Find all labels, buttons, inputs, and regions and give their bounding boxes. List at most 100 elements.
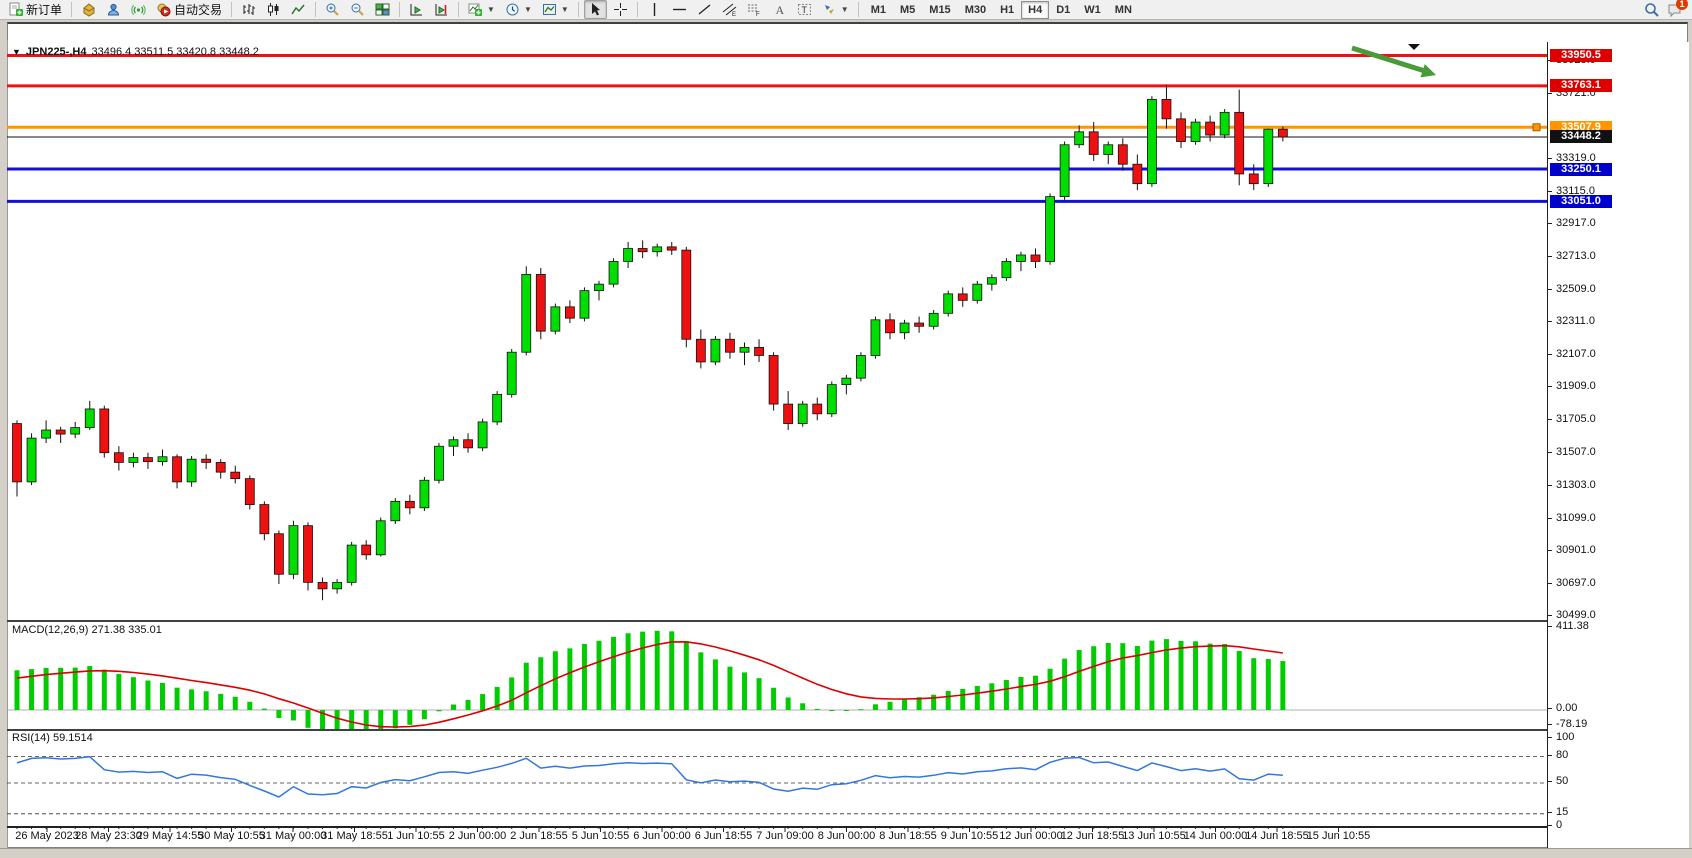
separator bbox=[71, 2, 73, 17]
macd-histogram-bar bbox=[232, 696, 238, 710]
macd-histogram-bar bbox=[581, 644, 587, 710]
candle bbox=[594, 280, 604, 301]
macd-histogram-bar bbox=[800, 703, 806, 710]
macd-histogram-bar bbox=[916, 697, 922, 710]
zoom-out-button[interactable] bbox=[346, 0, 369, 19]
candle bbox=[681, 246, 692, 348]
chat-icon[interactable]: 1 bbox=[1667, 0, 1688, 18]
rsi-axis-label: 15 bbox=[1556, 805, 1569, 818]
macd-histogram-bar bbox=[742, 672, 747, 710]
rsi-axis-label: 100 bbox=[1556, 731, 1575, 743]
macd-histogram-bar bbox=[1047, 668, 1053, 710]
date-label: 13 Jun 10:55 bbox=[1122, 830, 1186, 842]
price-tick-mark bbox=[1548, 289, 1552, 291]
price-axis-column: 33923.033721.033319.033115.032917.032713… bbox=[1547, 42, 1689, 848]
chart-shift-button[interactable] bbox=[430, 0, 453, 19]
shapes-button[interactable]: ▼ bbox=[818, 0, 853, 19]
price-tick: 30499.0 bbox=[1556, 608, 1596, 621]
search-icon[interactable] bbox=[1644, 2, 1659, 17]
macd-tick-mark bbox=[1548, 708, 1552, 709]
chevron-down-icon: ▼ bbox=[523, 5, 532, 14]
macd-tick-mark bbox=[1548, 723, 1552, 725]
candle bbox=[172, 454, 182, 489]
date-label: 5 Jun 10:55 bbox=[571, 830, 630, 842]
add-indicator-icon bbox=[468, 2, 483, 17]
macd-histogram-bar bbox=[1003, 679, 1009, 710]
profile-button[interactable] bbox=[102, 0, 125, 19]
timeframe-w1[interactable]: W1 bbox=[1084, 3, 1101, 16]
macd-histogram-bar bbox=[1193, 641, 1199, 710]
macd-histogram-bar bbox=[567, 648, 573, 710]
candle bbox=[259, 501, 270, 541]
trendline-button[interactable] bbox=[693, 0, 716, 19]
cube-button[interactable] bbox=[77, 0, 100, 19]
timeframe-h4[interactable]: H4 bbox=[1021, 0, 1050, 19]
macd-histogram-bar bbox=[1062, 658, 1068, 710]
fibonacci-button[interactable]: F bbox=[743, 0, 766, 19]
trend-arrow-annotation[interactable] bbox=[1351, 45, 1436, 78]
timeframe-m5[interactable]: M5 bbox=[900, 3, 916, 16]
candle bbox=[1074, 125, 1085, 149]
vertical-line-button[interactable] bbox=[643, 0, 666, 19]
channel-button[interactable]: E bbox=[718, 0, 741, 19]
candle bbox=[230, 465, 241, 484]
crosshair-button[interactable] bbox=[609, 0, 632, 19]
text-label-button[interactable]: T bbox=[793, 0, 816, 19]
add-indicator-button[interactable]: ▼ bbox=[464, 0, 499, 19]
timeframe-m1[interactable]: M1 bbox=[870, 3, 886, 16]
macd-histogram-bar bbox=[392, 710, 398, 729]
zoom-in-button[interactable] bbox=[321, 0, 344, 19]
tile-windows-button[interactable] bbox=[371, 0, 394, 19]
price-tick: 31303.0 bbox=[1556, 478, 1596, 491]
template-button[interactable]: ▼ bbox=[538, 0, 573, 19]
signal-button[interactable] bbox=[127, 0, 150, 19]
hline-handle[interactable] bbox=[1532, 123, 1541, 132]
auto-scroll-button[interactable] bbox=[405, 0, 428, 19]
price-badge: 33763.1 bbox=[1550, 79, 1612, 93]
chevron-down-icon: ▼ bbox=[840, 5, 849, 14]
candle bbox=[332, 579, 343, 594]
horizontal-line-button[interactable] bbox=[668, 0, 691, 19]
separator bbox=[315, 2, 317, 17]
bar-chart-button[interactable] bbox=[237, 0, 260, 19]
candlestick-chart-button[interactable] bbox=[262, 0, 285, 19]
macd-histogram-bar bbox=[130, 677, 136, 710]
macd-histogram-bar bbox=[1105, 643, 1111, 710]
macd-histogram-bar bbox=[654, 630, 660, 710]
candle bbox=[273, 530, 284, 584]
candle bbox=[725, 332, 735, 359]
timeframe-h1[interactable]: H1 bbox=[1000, 3, 1015, 16]
line-chart-button[interactable] bbox=[287, 0, 310, 19]
macd-histogram-bar bbox=[698, 652, 704, 710]
timeframe-d1[interactable]: D1 bbox=[1056, 3, 1071, 16]
candle bbox=[1103, 141, 1114, 165]
autotrade-button[interactable]: 自动交易 bbox=[152, 0, 226, 19]
timeframe-m30[interactable]: M30 bbox=[964, 3, 987, 16]
rsi-tick-mark bbox=[1548, 737, 1552, 738]
candle bbox=[972, 280, 983, 304]
cube-icon bbox=[81, 2, 96, 17]
period-button[interactable]: ▼ bbox=[501, 0, 536, 19]
candle bbox=[1117, 138, 1128, 171]
macd-histogram-bar bbox=[1236, 651, 1242, 710]
candle bbox=[1088, 122, 1099, 161]
new-order-button[interactable]: 新订单 bbox=[4, 0, 66, 19]
symbol-dropdown-icon[interactable]: ▼ bbox=[12, 47, 21, 57]
cursor-button[interactable] bbox=[583, 0, 607, 19]
date-label: 28 May 23:30 bbox=[75, 830, 142, 842]
candle bbox=[579, 287, 590, 322]
price-tick: 32917.0 bbox=[1556, 217, 1596, 230]
candle bbox=[710, 336, 721, 366]
timeframe-m15[interactable]: M15 bbox=[929, 3, 951, 16]
text-button[interactable]: A bbox=[768, 0, 791, 19]
macd-histogram-bar bbox=[712, 659, 718, 710]
macd-histogram-bar bbox=[902, 698, 908, 710]
candle bbox=[448, 436, 459, 456]
svg-text:A: A bbox=[775, 3, 784, 17]
chart-ohlc-values: 33496.4 33511.5 33420.8 33448.2 bbox=[91, 46, 259, 58]
candle bbox=[419, 477, 430, 512]
price-tick-mark bbox=[1548, 354, 1552, 356]
price-tick-mark bbox=[1548, 582, 1552, 584]
macd-histogram-bar bbox=[640, 631, 646, 710]
timeframe-mn[interactable]: MN bbox=[1114, 3, 1132, 16]
